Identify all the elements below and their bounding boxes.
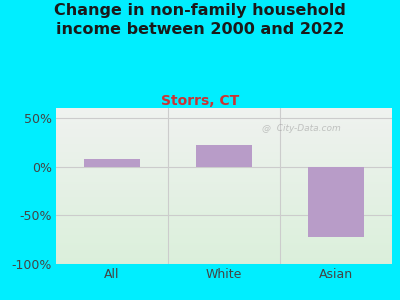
Text: Change in non-family household
income between 2000 and 2022: Change in non-family household income be… [54,3,346,37]
Bar [308,167,364,237]
Bar [196,145,252,166]
Text: Storrs, CT: Storrs, CT [161,94,239,109]
Text: @  City-Data.com: @ City-Data.com [262,124,341,133]
Bar [84,159,140,167]
